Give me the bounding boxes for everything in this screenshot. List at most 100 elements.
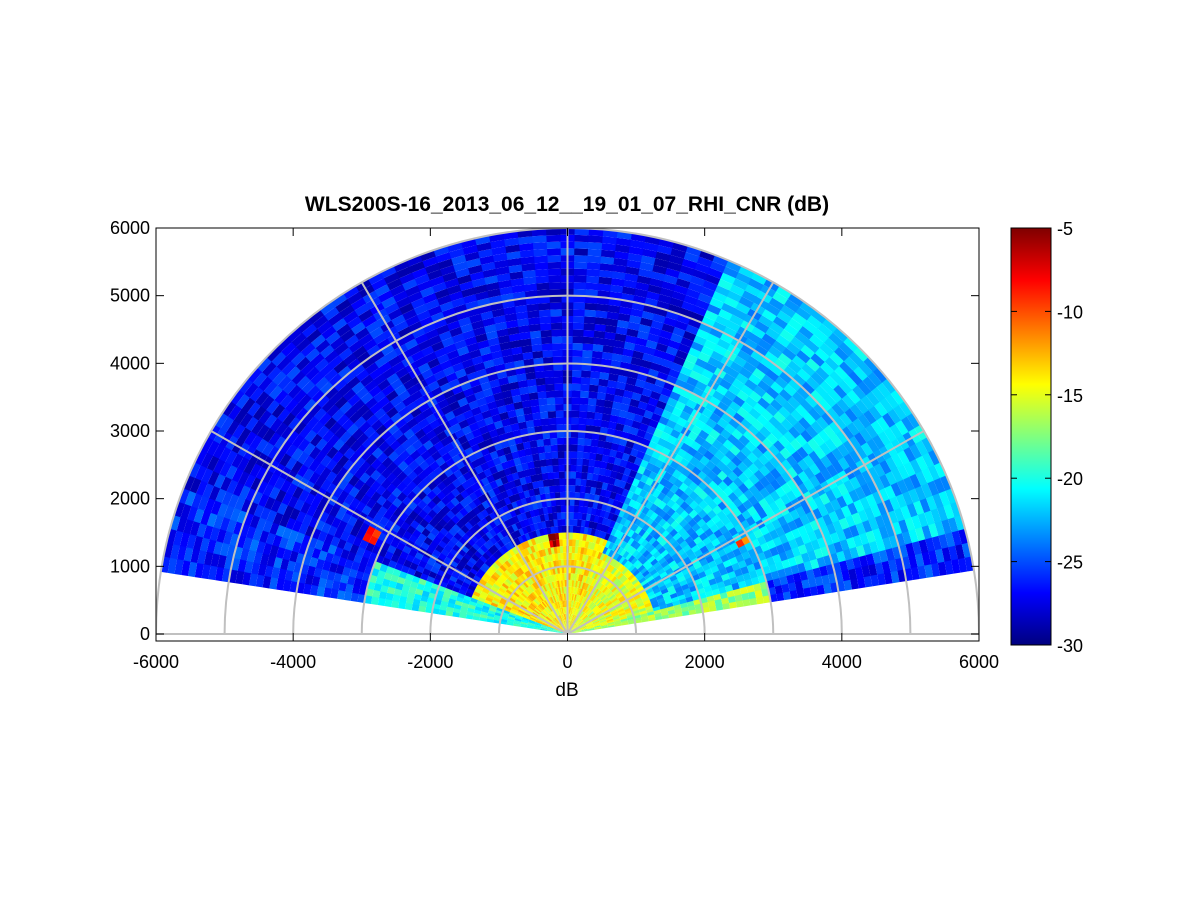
cnr-cell <box>843 578 853 591</box>
cnr-cell <box>413 356 428 369</box>
cnr-cell <box>582 582 588 590</box>
cnr-cell <box>585 269 600 277</box>
cnr-cell <box>600 621 608 626</box>
cnr-cell <box>872 462 886 478</box>
cnr-cell <box>188 462 201 480</box>
cnr-cell <box>592 587 598 595</box>
cnr-cell <box>760 391 775 405</box>
cnr-cell <box>607 534 614 543</box>
cnr-cell <box>684 324 699 336</box>
cnr-cell <box>536 501 543 509</box>
cnr-cell <box>531 591 538 599</box>
cnr-cell <box>537 596 543 603</box>
cnr-cell <box>398 302 414 316</box>
cnr-cell <box>577 574 582 582</box>
cnr-cell <box>526 578 533 586</box>
cnr-cell <box>572 255 588 263</box>
cnr-cell <box>659 431 671 442</box>
cnr-cell <box>836 549 846 563</box>
cnr-cell <box>503 607 511 613</box>
cnr-cell <box>594 558 600 566</box>
cnr-cell <box>920 482 933 499</box>
cnr-cell <box>634 525 643 535</box>
cnr-cell <box>633 580 641 588</box>
cnr-cell <box>436 353 450 365</box>
cnr-cell <box>546 616 552 622</box>
cnr-cell <box>492 562 500 570</box>
cnr-cell <box>244 416 259 433</box>
cnr-cell <box>671 578 680 586</box>
cnr-cell <box>563 607 565 614</box>
cnr-cell <box>914 525 926 542</box>
cnr-cell <box>577 602 581 610</box>
cnr-cell <box>582 445 591 453</box>
cnr-cell <box>576 526 581 534</box>
cnr-cell <box>453 391 466 402</box>
cnr-cell <box>488 528 497 537</box>
cnr-cell <box>445 241 463 253</box>
cnr-cell <box>169 515 181 533</box>
cnr-cell <box>770 427 784 441</box>
cnr-cell <box>294 407 309 422</box>
cnr-cell <box>699 345 714 357</box>
cnr-cell <box>664 374 678 385</box>
cnr-cell <box>614 561 622 570</box>
cnr-cell <box>581 575 586 583</box>
cnr-cell <box>452 612 460 618</box>
cnr-cell <box>647 396 659 407</box>
cnr-cell <box>616 546 624 555</box>
cnr-cell <box>772 577 782 587</box>
cnr-cell <box>383 572 393 582</box>
cnr-cell <box>445 501 456 511</box>
cnr-cell <box>493 614 502 620</box>
cnr-cell <box>679 579 688 587</box>
cnr-cell <box>510 531 518 540</box>
cnr-cell <box>777 567 787 578</box>
cnr-cell <box>503 580 511 588</box>
cnr-cell <box>620 618 628 622</box>
cnr-cell <box>336 538 347 550</box>
cnr-cell <box>706 594 715 603</box>
cnr-cell <box>825 450 838 465</box>
cnr-cell <box>542 356 554 365</box>
cnr-cell <box>582 616 589 622</box>
cnr-cell <box>648 536 657 545</box>
cnr-cell <box>339 430 352 444</box>
cnr-cell <box>509 388 521 397</box>
cnr-cell <box>542 600 548 608</box>
cnr-cell <box>535 384 546 393</box>
cnr-cell <box>837 379 853 395</box>
cnr-cell <box>696 351 711 363</box>
cnr-cell <box>842 526 853 540</box>
cnr-cell <box>648 593 656 600</box>
cnr-cell <box>823 500 835 514</box>
cnr-cell <box>542 622 549 627</box>
cnr-cell <box>577 595 581 603</box>
cnr-cell <box>599 618 606 622</box>
cnr-cell <box>514 552 522 561</box>
cnr-cell <box>534 432 544 441</box>
cnr-cell <box>402 378 416 391</box>
cnr-cell <box>572 532 577 540</box>
cnr-cell <box>390 574 399 584</box>
cnr-cell <box>331 486 344 499</box>
cnr-cell <box>545 591 551 598</box>
cnr-cell <box>477 596 486 603</box>
cnr-cell <box>878 548 889 563</box>
cnr-cell <box>262 380 278 397</box>
cnr-cell <box>628 239 645 249</box>
cnr-cell <box>332 438 345 452</box>
cnr-cell <box>626 613 634 619</box>
cnr-cell <box>663 267 680 279</box>
cnr-cell <box>475 584 484 592</box>
cnr-cell <box>550 336 563 344</box>
cnr-cell <box>668 588 677 596</box>
cnr-cell <box>553 390 564 398</box>
cnr-cell <box>803 559 813 571</box>
cnr-cell <box>350 381 365 395</box>
cnr-cell <box>836 528 847 542</box>
cnr-cell <box>623 446 633 455</box>
cnr-cell <box>604 490 612 499</box>
cnr-cell <box>484 549 493 558</box>
cnr-cell <box>569 458 577 466</box>
